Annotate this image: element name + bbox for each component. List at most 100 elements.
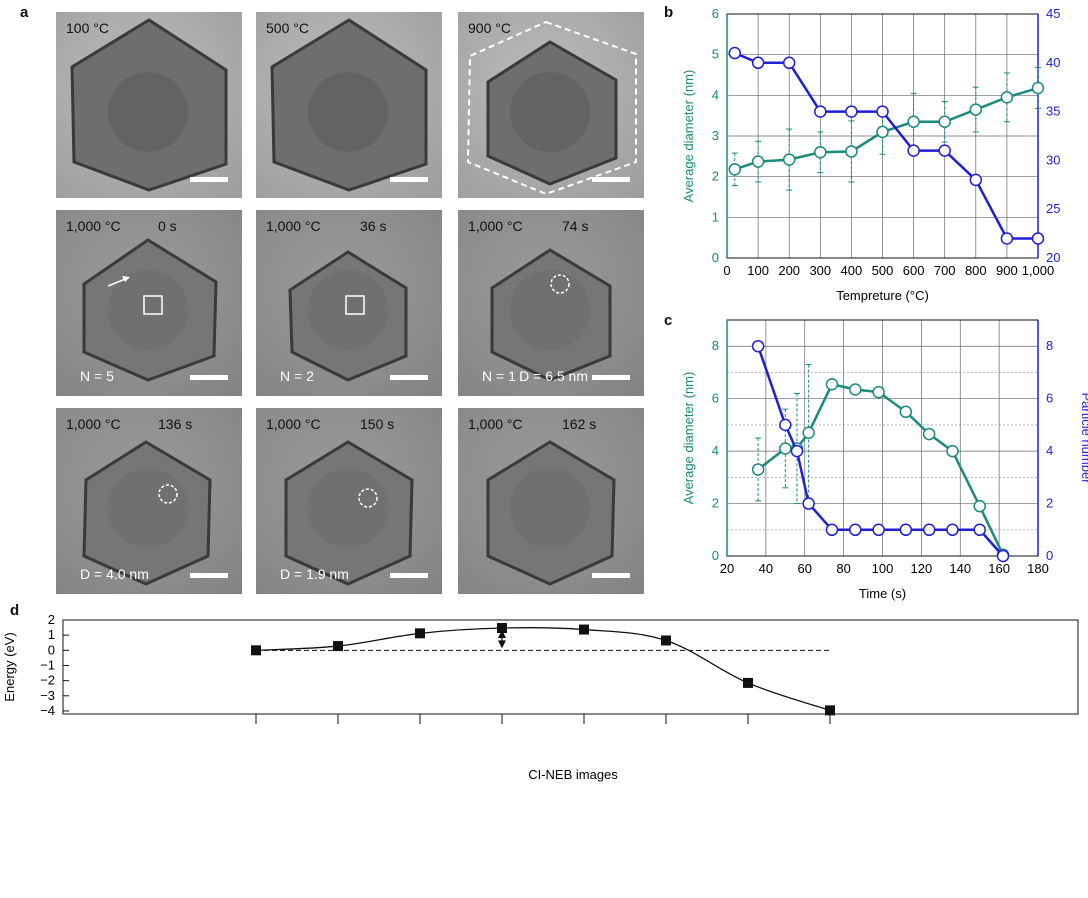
data-point bbox=[790, 444, 804, 458]
y2-tick-label: 30 bbox=[1046, 152, 1060, 167]
particle-core bbox=[510, 270, 590, 350]
particle-hexagon bbox=[490, 248, 612, 382]
data-point bbox=[751, 463, 765, 476]
tem-count-label: D = 4.0 nm bbox=[80, 566, 149, 582]
data-point bbox=[814, 146, 827, 159]
data-point bbox=[946, 444, 959, 458]
x-tick-label: 100 bbox=[872, 561, 894, 576]
y-tick-label: 0 bbox=[48, 642, 55, 657]
panel-letter-a: a bbox=[20, 4, 29, 21]
data-point bbox=[814, 105, 827, 118]
data-point bbox=[973, 523, 986, 537]
data-point bbox=[938, 115, 951, 129]
tem-image-4: 1,000 °C 0 s N = 5 bbox=[56, 210, 242, 396]
tem-image-1: 100 °C bbox=[56, 12, 242, 198]
y-tick-label: 0 bbox=[712, 250, 719, 265]
particle-hexagon bbox=[82, 238, 218, 382]
particle-hexagon bbox=[288, 250, 408, 382]
data-point bbox=[845, 105, 858, 118]
y-tick-label: −4 bbox=[40, 703, 55, 718]
data-point bbox=[779, 418, 792, 432]
cluster-marker-square bbox=[345, 295, 365, 315]
x-tick-label: 40 bbox=[759, 561, 773, 576]
y2-tick-label: 45 bbox=[1046, 6, 1060, 21]
x-tick-label: 600 bbox=[903, 263, 925, 278]
y-tick-label: 4 bbox=[712, 443, 719, 458]
tem-count-label: D = 1.9 nm bbox=[280, 566, 349, 582]
tem-temperature-label: 1,000 °C bbox=[468, 218, 523, 234]
data-point bbox=[973, 499, 986, 513]
particle-hexagon bbox=[466, 20, 637, 196]
tem-temperature-label: 1,000 °C bbox=[266, 416, 321, 432]
tem-image-9: 1,000 °C 162 s bbox=[458, 408, 644, 594]
data-point bbox=[661, 635, 671, 646]
x-tick-label: 1,000 bbox=[1022, 263, 1055, 278]
panel-letter-b: b bbox=[664, 4, 674, 21]
x-tick-label: 500 bbox=[872, 263, 894, 278]
x-tick-label: 100 bbox=[747, 263, 769, 278]
particle-core bbox=[308, 270, 388, 350]
particle-core bbox=[108, 468, 188, 548]
y2-tick-label: 8 bbox=[1046, 338, 1053, 353]
scale-bar bbox=[390, 573, 428, 578]
tem-time-label: 136 s bbox=[158, 416, 193, 432]
data-point bbox=[728, 163, 742, 176]
x-tick-label: 0 bbox=[723, 263, 730, 278]
tem-count-label: N = 2 bbox=[280, 368, 314, 384]
scale-bar bbox=[190, 375, 228, 380]
tem-image-7: 1,000 °C 136 s D = 4.0 nm bbox=[56, 408, 242, 594]
energy-curve bbox=[255, 627, 831, 711]
x-axis-label: Tempreture (°C) bbox=[836, 288, 929, 303]
particle-hexagon bbox=[82, 440, 212, 586]
y2-tick-label: 20 bbox=[1046, 250, 1060, 265]
y-tick-label: 2 bbox=[712, 169, 719, 184]
data-point bbox=[996, 549, 1010, 563]
y-tick-label: 0 bbox=[712, 548, 719, 563]
data-point bbox=[251, 645, 261, 656]
tem-time-label: 36 s bbox=[360, 218, 387, 234]
data-point bbox=[922, 427, 936, 441]
x-tick-label: 160 bbox=[988, 561, 1010, 576]
y2-tick-label: 25 bbox=[1046, 201, 1060, 216]
y2-tick-label: 2 bbox=[1046, 496, 1053, 511]
x-tick-label: 200 bbox=[778, 263, 800, 278]
x-tick-label: 80 bbox=[836, 561, 850, 576]
data-point bbox=[969, 103, 983, 116]
data-point bbox=[743, 677, 753, 688]
data-point bbox=[969, 173, 983, 187]
series-line bbox=[734, 51, 1038, 240]
x-tick-label: 400 bbox=[841, 263, 863, 278]
tem-temperature-label: 1,000 °C bbox=[468, 416, 523, 432]
scale-bar bbox=[190, 573, 228, 578]
data-point bbox=[825, 377, 839, 391]
y-tick-label: −2 bbox=[40, 673, 55, 688]
x-tick-label: 180 bbox=[1027, 561, 1049, 576]
x-tick-label: 60 bbox=[798, 561, 812, 576]
scale-bar bbox=[390, 177, 428, 182]
data-point bbox=[876, 125, 889, 139]
y-tick-label: 3 bbox=[712, 128, 719, 143]
x-tick-label: 120 bbox=[911, 561, 933, 576]
data-point bbox=[1031, 81, 1045, 95]
data-point bbox=[825, 705, 835, 716]
x-tick-label: 20 bbox=[720, 561, 734, 576]
data-point bbox=[899, 405, 913, 419]
data-point bbox=[802, 426, 815, 440]
y-tick-label: 8 bbox=[712, 338, 719, 353]
data-point bbox=[1000, 91, 1014, 104]
y-axis-label: Average diameter (nm) bbox=[681, 372, 696, 505]
cluster-marker-circle bbox=[550, 274, 570, 294]
cluster-marker-square bbox=[143, 295, 163, 315]
data-point bbox=[579, 624, 589, 635]
data-point bbox=[907, 115, 920, 129]
data-point bbox=[899, 523, 913, 537]
scale-bar bbox=[592, 177, 630, 182]
particle-hexagon bbox=[486, 440, 616, 586]
tem-temperature-label: 500 °C bbox=[266, 20, 309, 36]
tem-temperature-label: 100 °C bbox=[66, 20, 109, 36]
x-tick-label: 800 bbox=[965, 263, 987, 278]
data-point bbox=[922, 523, 936, 537]
scale-bar bbox=[390, 375, 428, 380]
